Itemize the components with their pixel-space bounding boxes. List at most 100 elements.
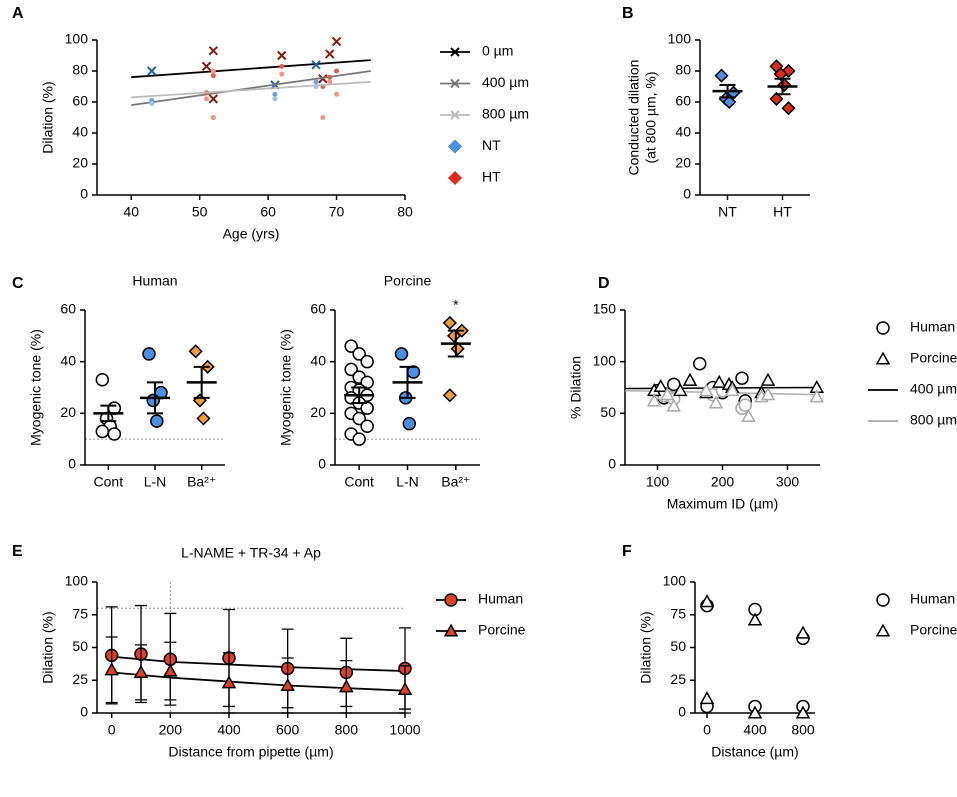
data-point xyxy=(442,388,457,403)
data-point xyxy=(397,681,413,695)
y-tick-label: 0 xyxy=(608,456,616,472)
y-tick-label: 60 xyxy=(675,93,691,109)
fit-line xyxy=(131,70,371,106)
data-point xyxy=(196,411,211,426)
legend-marker xyxy=(447,139,463,154)
data-point xyxy=(188,344,203,359)
data-point xyxy=(279,63,285,69)
legend-marker xyxy=(450,47,460,57)
legend-label: Porcine xyxy=(910,622,957,638)
panel-label: A xyxy=(12,5,24,22)
data-point xyxy=(352,432,366,446)
y-axis-label: Conducted dilation xyxy=(626,60,642,176)
y-tick-label: 0 xyxy=(683,186,691,202)
data-point xyxy=(313,84,319,89)
data-point xyxy=(747,612,763,626)
data-point xyxy=(311,60,321,70)
x-tick-label: L-N xyxy=(144,474,167,490)
y-tick-label: 100 xyxy=(663,573,687,589)
x-tick-label: 60 xyxy=(260,204,276,220)
x-axis-label: Distance from pipette (µm) xyxy=(168,744,333,760)
x-tick-label: 800 xyxy=(335,722,359,738)
y-tick-label: 40 xyxy=(310,352,326,368)
data-point xyxy=(221,675,237,689)
data-point xyxy=(204,96,210,102)
data-point xyxy=(722,94,737,110)
data-point xyxy=(714,68,729,83)
data-point xyxy=(147,66,157,76)
y-tick-label: 60 xyxy=(72,93,88,109)
x-tick-label: 100 xyxy=(646,474,670,490)
panel-label: D xyxy=(598,275,610,292)
y-tick-label: 0 xyxy=(68,456,76,472)
error-bar xyxy=(447,329,464,358)
data-point xyxy=(394,347,409,361)
y-tick-label: 0 xyxy=(318,456,326,472)
chart-title: Porcine xyxy=(384,273,432,289)
data-point xyxy=(192,393,207,408)
data-point xyxy=(809,389,825,403)
fit-line xyxy=(131,59,371,79)
x-axis-label: Maximum ID (µm) xyxy=(667,496,779,512)
legend-label: 800 µm xyxy=(910,412,957,428)
data-point xyxy=(277,50,287,61)
data-point xyxy=(104,662,119,676)
data-point xyxy=(327,74,333,80)
panel-label: C xyxy=(12,275,24,292)
x-tick-label: 50 xyxy=(192,204,208,220)
x-tick-label: L-N xyxy=(396,474,419,490)
legend-marker xyxy=(876,321,890,335)
data-point xyxy=(693,356,707,371)
data-point xyxy=(95,424,110,439)
legend-label: 800 µm xyxy=(482,106,529,122)
y-tick-label: 100 xyxy=(65,573,89,589)
data-point xyxy=(360,354,374,369)
data-point xyxy=(146,393,160,408)
data-point xyxy=(334,91,340,97)
data-point xyxy=(682,372,698,386)
x-tick-label: 0 xyxy=(108,722,116,738)
x-tick-label: NT xyxy=(718,204,737,220)
data-point xyxy=(795,705,811,719)
x-tick-label: 1000 xyxy=(389,722,420,738)
error-bar xyxy=(719,83,736,99)
data-point xyxy=(781,101,796,116)
y-tick-label: 40 xyxy=(675,124,691,140)
data-point xyxy=(95,373,110,387)
data-point xyxy=(272,96,278,102)
y-tick-label: 100 xyxy=(65,31,89,47)
x-tick-label: 200 xyxy=(159,722,183,738)
y-tick-label: 25 xyxy=(72,671,88,687)
data-point xyxy=(450,341,465,356)
panel-label: E xyxy=(12,543,23,560)
x-tick-label: 70 xyxy=(329,204,345,220)
data-point xyxy=(344,339,358,353)
x-tick-label: Cont xyxy=(344,474,374,490)
y-tick-label: 100 xyxy=(593,352,617,368)
data-point xyxy=(201,61,212,72)
legend-label: Porcine xyxy=(478,622,526,638)
data-point xyxy=(344,362,358,377)
data-point xyxy=(133,664,149,678)
data-point xyxy=(339,679,354,693)
x-tick-label: 400 xyxy=(217,722,241,738)
data-point xyxy=(442,315,457,330)
data-point xyxy=(646,393,662,407)
x-tick-label: 600 xyxy=(276,722,300,738)
data-point xyxy=(318,74,328,84)
x-tick-label: Ba²⁺ xyxy=(187,474,216,490)
data-point xyxy=(163,663,178,677)
legend-label: 400 µm xyxy=(910,381,957,397)
x-axis-label: Distance (µm) xyxy=(711,744,798,760)
data-point xyxy=(279,71,285,77)
y-axis-label: Myogenic tone (%) xyxy=(28,329,44,446)
y-tick-label: 40 xyxy=(72,124,88,140)
y-tick-label: 60 xyxy=(60,301,76,317)
legend-marker xyxy=(450,78,460,89)
y-tick-label: 75 xyxy=(72,605,88,621)
legend-marker xyxy=(447,170,463,186)
data-point xyxy=(360,419,374,433)
data-point xyxy=(760,372,776,386)
error-bar xyxy=(774,77,791,96)
